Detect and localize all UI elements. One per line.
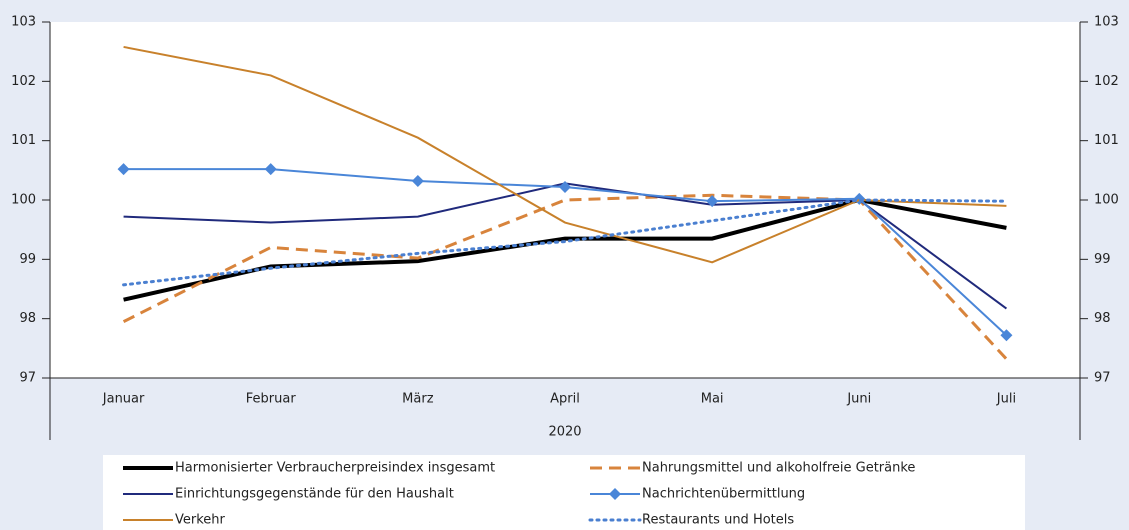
x-tick-label: März xyxy=(402,392,434,407)
marker xyxy=(706,195,719,208)
y-tick-label: 100 xyxy=(11,193,36,208)
legend-label: Nachrichtenübermittlung xyxy=(642,487,805,502)
legend-marker xyxy=(609,488,621,500)
legend-label: Verkehr xyxy=(175,513,226,528)
legend-label: Einrichtungsgegenstände für den Haushalt xyxy=(175,487,454,502)
x-tick-label: April xyxy=(550,392,580,407)
legend-label: Harmonisierter Verbraucherpreisindex ins… xyxy=(175,461,495,476)
marker xyxy=(264,163,277,176)
x-group-label: 2020 xyxy=(548,425,581,440)
series-line xyxy=(122,198,1008,287)
y-tick-label: 102 xyxy=(11,74,36,89)
x-tick-label: Mai xyxy=(701,392,724,407)
legend-label: Nahrungsmittel und alkoholfreie Getränke xyxy=(642,461,915,476)
y2-tick-label: 101 xyxy=(1094,133,1119,148)
legend xyxy=(103,455,1025,530)
y2-tick-label: 99 xyxy=(1094,252,1111,267)
y2-tick-label: 97 xyxy=(1094,371,1111,386)
x-tick-label: Juni xyxy=(846,392,871,407)
y-tick-label: 98 xyxy=(19,311,36,326)
legend-label: Restaurants und Hotels xyxy=(642,513,794,528)
marker xyxy=(1000,329,1013,342)
y2-tick-label: 103 xyxy=(1094,15,1119,30)
y2-tick-label: 100 xyxy=(1094,193,1119,208)
marker xyxy=(411,175,424,188)
y-tick-label: 101 xyxy=(11,133,36,148)
y2-tick-label: 98 xyxy=(1094,311,1111,326)
y-tick-label: 97 xyxy=(19,371,36,386)
marker xyxy=(117,163,130,176)
x-tick-label: Juli xyxy=(996,392,1016,407)
y-tick-label: 99 xyxy=(19,252,36,267)
marker xyxy=(559,180,571,193)
x-tick-label: Januar xyxy=(102,392,145,407)
y2-tick-label: 102 xyxy=(1094,74,1119,89)
y-tick-label: 103 xyxy=(11,15,36,30)
x-tick-label: Februar xyxy=(246,392,297,407)
